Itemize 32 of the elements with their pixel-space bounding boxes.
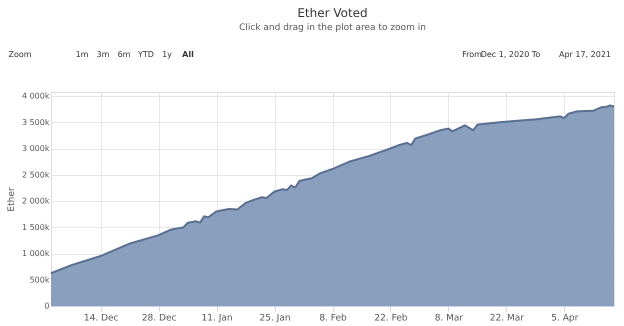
y-tick-label: 1 500k — [22, 222, 50, 232]
x-tick-label: 8. Mar — [434, 314, 464, 324]
x-tick-label: 22. Mar — [490, 314, 524, 324]
text: Apr 17, 2021 — [558, 50, 612, 59]
y-tick-label: 0 — [44, 302, 50, 310]
x-tick-label: 11. Jan — [202, 314, 233, 324]
y-tick-label: 3 000k — [22, 144, 50, 154]
text: From — [462, 50, 482, 59]
y-tick-label: 2 500k — [22, 170, 50, 180]
y-tick-label: 3 500k — [22, 118, 50, 127]
x-tick-label: 28. Dec — [142, 314, 176, 324]
text: 6m — [118, 50, 131, 59]
x-tick-label: 22. Feb — [374, 314, 408, 324]
y-tick-label: 500k — [30, 275, 50, 284]
y-tick-label: 2 000k — [22, 196, 50, 206]
y-axis-title: Ether — [6, 187, 17, 212]
y-tick-label: 4 000k — [22, 92, 50, 101]
text: 1m — [76, 50, 89, 59]
chart-subtitle: Click and drag in the plot area to zoom in — [239, 23, 426, 33]
text: 1y — [162, 50, 172, 59]
text: All — [182, 50, 194, 59]
y-tick-label: 1 000k — [22, 249, 50, 258]
chart-title: Ether Voted — [297, 6, 368, 20]
x-tick-label: 14. Dec — [84, 314, 119, 324]
text: To — [530, 50, 540, 59]
x-tick-label: 8. Feb — [319, 314, 347, 324]
x-tick-label: 5. Apr — [551, 314, 579, 324]
text: 3m — [96, 50, 110, 59]
text: Dec 1, 2020 — [480, 50, 530, 59]
text: YTD — [137, 50, 154, 59]
x-tick-label: 25. Jan — [260, 314, 291, 324]
text: Zoom — [8, 50, 32, 59]
